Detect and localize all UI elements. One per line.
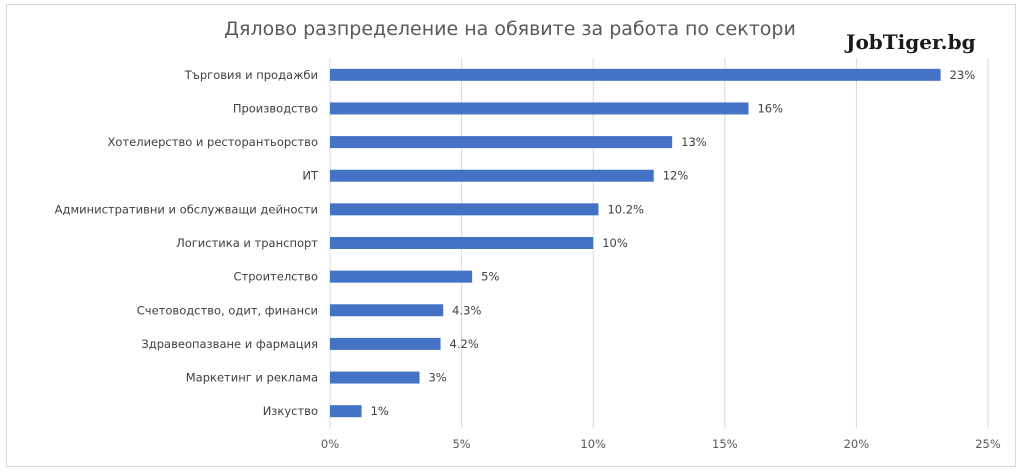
- bar: [330, 304, 444, 317]
- data-label: 5%: [481, 270, 499, 284]
- category-label: Административни и обслужващи дейности: [55, 202, 318, 216]
- bar: [330, 337, 441, 350]
- data-label: 16%: [757, 101, 783, 115]
- x-tick-label: 10%: [580, 437, 606, 451]
- category-label: Хотелиерство и ресторантьорство: [108, 135, 318, 149]
- data-label: 10%: [602, 236, 628, 250]
- x-tick-label: 20%: [844, 437, 870, 451]
- category-label: Здравеопазване и фармация: [141, 337, 318, 351]
- data-label: 4.3%: [452, 303, 481, 317]
- data-label: 13%: [681, 135, 707, 149]
- category-label: Маркетинг и реклама: [186, 371, 318, 385]
- bar: [330, 270, 473, 283]
- bar: [330, 169, 654, 182]
- data-label: 12%: [663, 169, 689, 183]
- category-label: Строителство: [234, 270, 319, 284]
- bar: [330, 68, 941, 81]
- data-label: 23%: [950, 68, 976, 82]
- category-label: Търговия и продажби: [184, 68, 318, 82]
- x-tick-label: 0%: [321, 437, 339, 451]
- chart-frame: [6, 4, 1016, 467]
- data-label: 10.2%: [607, 202, 644, 216]
- bar: [330, 102, 749, 115]
- data-label: 3%: [428, 371, 446, 385]
- category-label: ИТ: [302, 169, 319, 183]
- bar: [330, 203, 599, 216]
- brand-logo: JobTiger.bg: [846, 30, 976, 54]
- chart-title: Дялово разпределение на обявите за работ…: [224, 18, 796, 40]
- x-tick-label: 5%: [452, 437, 470, 451]
- bar: [330, 237, 594, 249]
- category-label: Производство: [233, 101, 318, 115]
- bar: [330, 136, 673, 149]
- bar: [330, 405, 362, 418]
- bar: [330, 371, 420, 384]
- category-label: Логистика и транспорт: [176, 236, 318, 250]
- category-label: Счетоводство, одит, финанси: [137, 303, 318, 317]
- data-label: 1%: [371, 404, 389, 418]
- data-label: 4.2%: [450, 337, 479, 351]
- x-tick-label: 25%: [975, 437, 1001, 451]
- x-tick-label: 15%: [712, 437, 738, 451]
- category-label: Изкуство: [263, 404, 318, 418]
